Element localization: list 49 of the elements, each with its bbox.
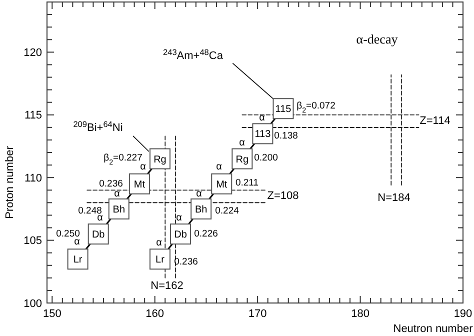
annotation: 0.224 <box>215 205 239 216</box>
annotation: Mt <box>216 179 228 190</box>
y-axis-title: Proton number <box>4 146 16 219</box>
x-tick-label: 190 <box>454 308 472 320</box>
annotation: $^{243}$Am+$^{48}$Ca <box>163 47 224 62</box>
annotation: Db <box>174 230 188 241</box>
annotation: α <box>74 236 80 248</box>
annotation: α <box>176 212 182 224</box>
annotation: Mt <box>134 179 146 190</box>
y-tick-label: 110 <box>24 172 42 184</box>
annotation: α <box>114 188 120 200</box>
annotation: N=184 <box>378 192 410 204</box>
annotation: Lr <box>156 254 166 266</box>
annotation: 0.226 <box>194 228 218 240</box>
annotation: 0.236 <box>99 178 123 190</box>
annotation: Lr <box>73 254 83 266</box>
annotation: 0.250 <box>56 228 80 240</box>
annotation: 0.236 <box>174 256 198 268</box>
y-tick-label: 100 <box>24 298 42 310</box>
y-tick-label: 120 <box>24 47 42 60</box>
x-tick-label: 150 <box>42 308 62 320</box>
annotation: 0.200 <box>254 152 278 164</box>
annotation: Rg <box>154 154 166 166</box>
annotation: 115 <box>275 104 292 116</box>
x-tick-label: 180 <box>351 308 370 320</box>
annotation: 113 <box>254 129 272 140</box>
annotation: 0.138 <box>274 130 298 142</box>
y-tick-label: 115 <box>24 110 42 122</box>
annotation: Db <box>92 230 106 241</box>
annotation: α <box>140 162 146 172</box>
annotation: α <box>156 238 162 248</box>
annotation: α <box>259 112 266 124</box>
x-tick-label: 160 <box>146 308 164 320</box>
annotation: Bh <box>112 204 126 216</box>
annotation: Z=114 <box>420 114 450 127</box>
annotation: 0.211 <box>235 177 259 188</box>
annotation: Rg <box>236 154 249 166</box>
x-tick-label: 170 <box>248 308 267 320</box>
annotation: α <box>216 162 222 172</box>
y-tick-label: 105 <box>24 235 42 248</box>
x-axis-title: Neutron number <box>393 323 474 335</box>
annotation: α <box>239 138 246 148</box>
annotation: N=162 <box>150 280 184 292</box>
annotation: α-decay <box>356 32 398 47</box>
annotation: Bh <box>194 204 208 216</box>
annotation: β$_{2}$=0.072 <box>296 100 336 114</box>
annotation: $^{209}$Bi+$^{64}$Ni <box>73 119 123 134</box>
annotation: α <box>196 188 202 200</box>
annotation: Z=108 <box>267 190 299 202</box>
